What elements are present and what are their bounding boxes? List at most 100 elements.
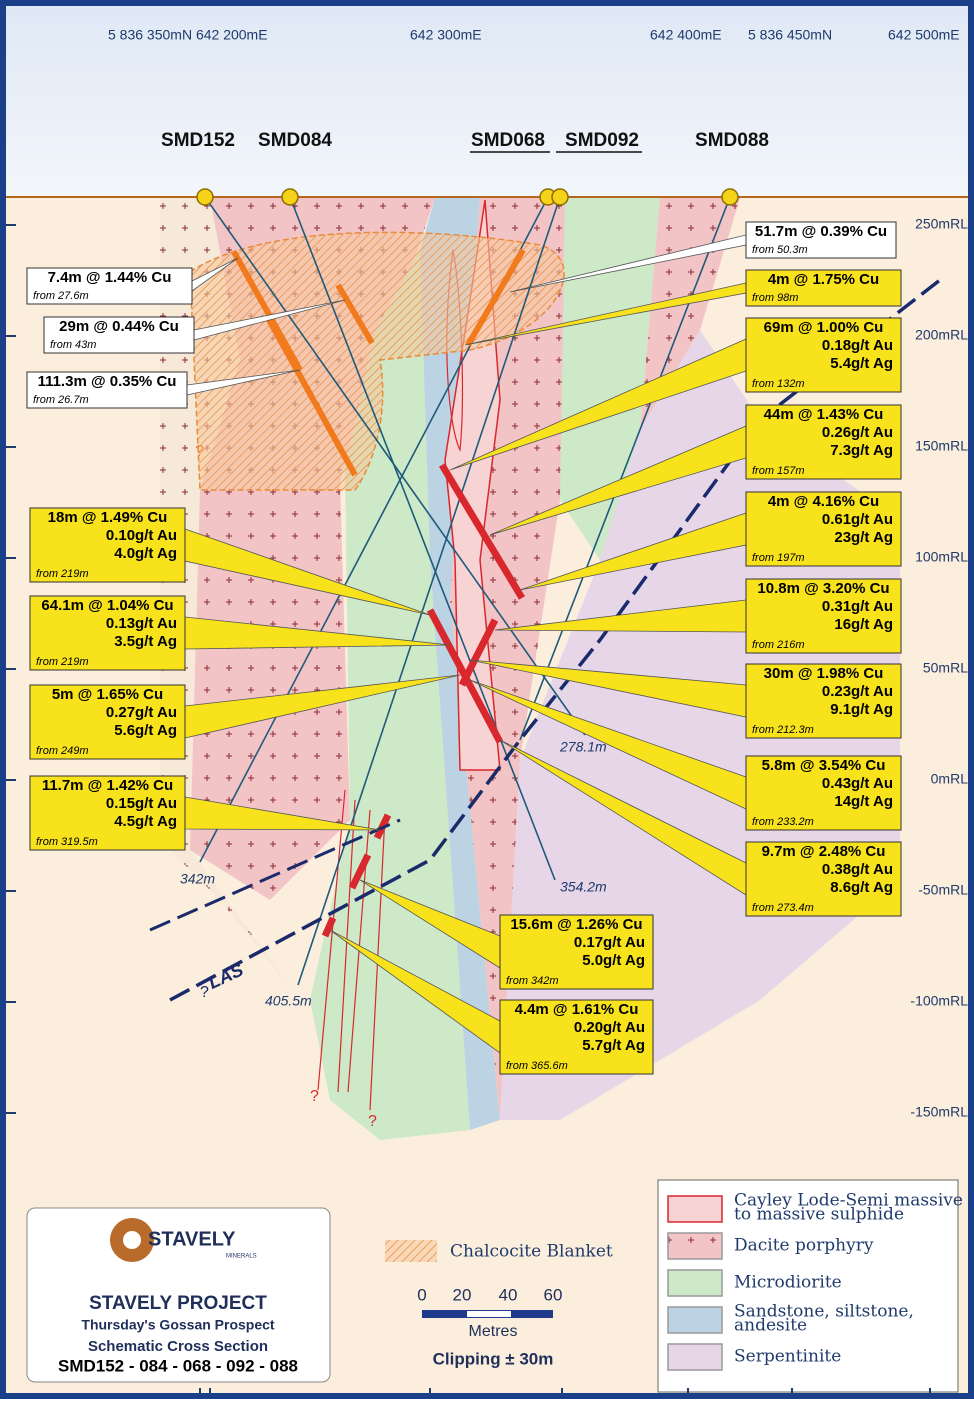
intercept-text: 51.7m @ 0.39% Cu	[755, 223, 887, 240]
intercept: 15.6m @ 1.26% Cu0.17g/t Au5.0g/t Ag from …	[359, 879, 654, 990]
coord-label: 5 836 450mN	[748, 27, 832, 43]
logo-sub: MINERALS	[226, 1254, 257, 1260]
cayley-veins	[317, 789, 386, 1111]
fault	[149, 818, 401, 932]
intercept-from: from 219m	[36, 568, 89, 580]
intercept-text: 44m @ 1.43% Cu	[764, 406, 884, 423]
intercept-text: 7.3g/t Ag	[830, 442, 893, 459]
intercept-box	[745, 317, 902, 393]
intercept-from: from 219m	[36, 656, 89, 668]
legend-swatch	[667, 1195, 723, 1223]
intercept-from: from 342m	[506, 975, 559, 987]
intercept-text: 7.4m @ 1.44% Cu	[48, 269, 172, 286]
intercept-text: 4m @ 1.75% Cu	[768, 271, 879, 288]
question-mark: ?	[310, 1088, 319, 1105]
hole-depth: 405.5m	[265, 993, 312, 1009]
intercept-seg	[465, 248, 526, 347]
project-title: Schematic Cross Section	[88, 1338, 268, 1355]
intercept-text: 8.6g/t Ag	[830, 879, 893, 896]
intercept-box	[745, 578, 902, 654]
legend-swatch	[667, 1269, 723, 1297]
scale-label: 0	[417, 1285, 426, 1304]
legend-swatch	[667, 1306, 723, 1334]
intercept: 111.3m @ 0.35% Cu from 26.7m	[26, 369, 301, 409]
hole-label: SMD092	[565, 130, 639, 151]
hole-trace	[289, 196, 556, 881]
logo-mark-inner	[123, 1231, 141, 1249]
logo-name: STAVELY	[148, 1228, 236, 1250]
rl-label: 100mRL	[915, 549, 968, 565]
scale-label: 60	[544, 1285, 563, 1304]
rl-label: 150mRL	[915, 438, 968, 454]
hole-label: SMD084	[258, 130, 332, 151]
intercept-text: 9.1g/t Ag	[830, 701, 893, 718]
hole-depth: 342m	[180, 871, 215, 887]
rl-label: 200mRL	[915, 327, 968, 343]
rl-label: 250mRL	[915, 216, 968, 232]
hole-label: SMD068	[471, 130, 545, 151]
chalcocite-label: Chalcocite Blanket	[450, 1242, 613, 1262]
intercept-text: 0.20g/t Au	[574, 1019, 645, 1036]
legend-label: Sandstone, siltstone,	[734, 1302, 914, 1322]
legend-label: Microdiorite	[734, 1273, 842, 1293]
coord-label: 642 500mE	[888, 27, 960, 43]
intercept-text: 0.17g/t Au	[574, 934, 645, 951]
intercept-text: 3.5g/t Ag	[114, 633, 177, 650]
intercept: 44m @ 1.43% Cu0.26g/t Au7.3g/t Ag from 15…	[489, 404, 902, 536]
intercept-from: from 216m	[752, 639, 805, 651]
intercept-text: 0.10g/t Au	[106, 527, 177, 544]
intercept-text: 0.38g/t Au	[822, 861, 893, 878]
intercept-text: 0.13g/t Au	[106, 615, 177, 632]
intercept-text: 0.26g/t Au	[822, 424, 893, 441]
intercept-text: 4.0g/t Ag	[114, 545, 177, 562]
intercept-box	[745, 491, 902, 567]
scale-label: 40	[499, 1285, 518, 1304]
intercept-seg	[458, 618, 499, 687]
intercept-from: from 197m	[752, 552, 805, 564]
intercept: 51.7m @ 0.39% Cu from 50.3m	[509, 221, 897, 293]
intercept: 18m @ 1.49% Cu0.10g/t Au4.0g/t Ag from 21…	[29, 507, 431, 616]
intercept-box	[745, 663, 902, 739]
intercept-from: from 319.5m	[36, 836, 98, 848]
intercept-text: 5.8m @ 3.54% Cu	[762, 757, 886, 774]
intercept-box	[29, 507, 186, 583]
project-title: Thursday's Gossan Prospect	[81, 1317, 275, 1333]
intercept-from: from 273.4m	[752, 902, 814, 914]
intercept: 9.7m @ 2.48% Cu0.38g/t Au8.6g/t Ag from 2…	[499, 739, 902, 917]
question-mark: ?	[368, 1113, 377, 1130]
legend-label: andesite	[734, 1316, 807, 1336]
sky	[6, 6, 968, 198]
intercept-box	[745, 404, 902, 480]
intercept-box	[29, 775, 186, 851]
intercept-from: from 26.7m	[33, 394, 89, 406]
intercept-from: from 233.2m	[752, 816, 814, 828]
intercept-text: 9.7m @ 2.48% Cu	[762, 843, 886, 860]
intercept: 29m @ 0.44% Cu from 43m	[43, 299, 346, 354]
rl-label: 50mRL	[923, 660, 968, 676]
coord-label: 642 400mE	[650, 27, 722, 43]
intercept-box	[499, 914, 654, 990]
intercept-from: from 50.3m	[752, 244, 808, 256]
intercept-text: 64.1m @ 1.04% Cu	[41, 597, 173, 614]
legend-swatch	[667, 1343, 723, 1371]
intercept: 5m @ 1.65% Cu0.27g/t Au5.6g/t Ag from 249…	[29, 674, 461, 760]
intercept-text: 4m @ 4.16% Cu	[768, 493, 879, 510]
rl-label: 0mRL	[931, 771, 969, 787]
intercept-text: 15.6m @ 1.26% Cu	[510, 916, 642, 933]
scale-unit: Metres	[469, 1323, 518, 1340]
hole-trace	[297, 196, 561, 986]
intercept-from: from 43m	[50, 339, 96, 351]
fault-las	[169, 278, 942, 1002]
rl-label: -50mRL	[918, 882, 968, 898]
intercept: 4.4m @ 1.61% Cu0.20g/t Au5.7g/t Ag from 3…	[329, 929, 654, 1075]
intercept-box	[499, 999, 654, 1075]
intercept-from: from 365.6m	[506, 1060, 568, 1072]
intercept-text: 111.3m @ 0.35% Cu	[38, 373, 177, 390]
intercept: 7.4m @ 1.44% Cu from 27.6m	[26, 257, 239, 305]
intercept-box	[745, 221, 897, 259]
project-title: SMD152 - 084 - 068 - 092 - 088	[58, 1356, 298, 1375]
legend-label: Dacite porphyry	[734, 1236, 874, 1256]
